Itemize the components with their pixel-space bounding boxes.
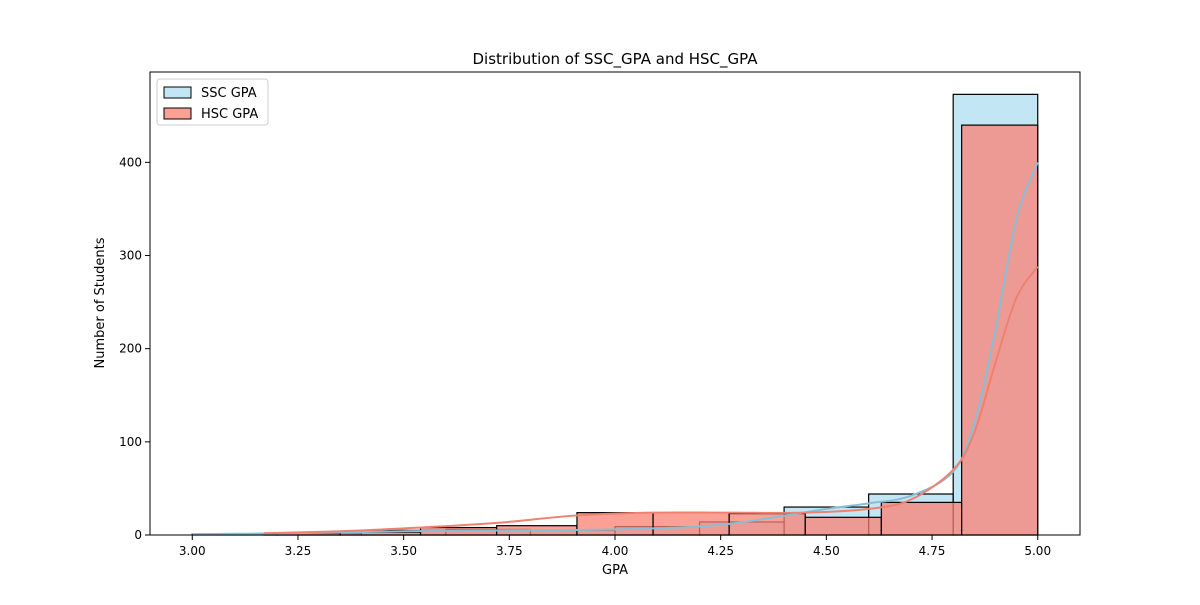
x-tick-label: 3.00 bbox=[179, 544, 206, 558]
plot-area bbox=[191, 93, 1039, 536]
x-tick-label: 4.25 bbox=[707, 544, 734, 558]
series-0-kde-line bbox=[192, 162, 1039, 536]
axes: 3.00 3.25 3.50 3.75 4.00 4.25 4.50 4.75 5.00 0 100… bbox=[119, 71, 1081, 558]
chart-title: Distribution of SSC_GPA and HSC_GPA bbox=[473, 50, 759, 69]
histogram-bar bbox=[576, 512, 654, 536]
x-tick-label: 4.75 bbox=[919, 544, 946, 558]
y-tick-label: 0 bbox=[134, 528, 142, 542]
histogram-bar bbox=[652, 512, 730, 536]
x-tick-label: 4.00 bbox=[602, 544, 629, 558]
x-tick-label: 3.25 bbox=[285, 544, 312, 558]
x-tick-label: 4.50 bbox=[813, 544, 840, 558]
y-tick-label: 200 bbox=[119, 342, 142, 356]
histogram-bar bbox=[804, 516, 882, 536]
legend-swatch bbox=[163, 107, 192, 120]
legend-label: SSC GPA bbox=[201, 86, 257, 101]
x-axis-label: GPA bbox=[602, 563, 628, 578]
legend: SSC GPA HSC GPA bbox=[156, 78, 269, 126]
y-tick-label: 300 bbox=[119, 249, 142, 263]
x-tick-label: 3.50 bbox=[390, 544, 417, 558]
histogram-bar bbox=[728, 512, 806, 536]
y-tick-label: 400 bbox=[119, 155, 142, 169]
y-axis-label: Number of Students bbox=[93, 237, 108, 368]
series-1-kde-line bbox=[264, 266, 1039, 535]
histogram-bar bbox=[880, 501, 963, 536]
legend-swatch bbox=[163, 86, 192, 99]
x-tick-label: 5.00 bbox=[1024, 544, 1051, 558]
y-tick-label: 100 bbox=[119, 435, 142, 449]
x-tick-label: 3.75 bbox=[496, 544, 523, 558]
legend-label: HSC GPA bbox=[201, 107, 258, 122]
